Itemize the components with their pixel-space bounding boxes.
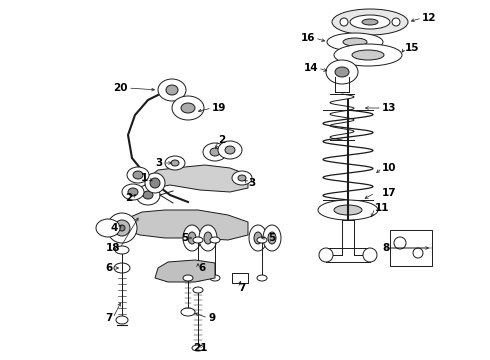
Circle shape [392, 18, 400, 26]
Text: 15: 15 [405, 43, 419, 53]
Ellipse shape [257, 237, 267, 243]
Ellipse shape [238, 175, 246, 181]
Ellipse shape [210, 148, 220, 156]
Ellipse shape [225, 146, 235, 154]
Circle shape [413, 248, 423, 258]
Text: 5: 5 [181, 233, 188, 243]
Text: 9: 9 [208, 313, 215, 323]
Ellipse shape [326, 60, 358, 84]
Ellipse shape [352, 50, 384, 60]
Text: 18: 18 [105, 243, 120, 253]
Circle shape [340, 18, 348, 26]
Ellipse shape [143, 191, 153, 199]
Circle shape [319, 248, 333, 262]
Ellipse shape [165, 156, 185, 170]
Text: 20: 20 [114, 83, 128, 93]
Ellipse shape [192, 345, 204, 351]
Ellipse shape [257, 275, 267, 281]
Ellipse shape [343, 38, 367, 46]
Ellipse shape [171, 160, 179, 166]
Ellipse shape [335, 67, 349, 77]
Ellipse shape [249, 225, 267, 251]
Circle shape [150, 178, 160, 188]
Text: 1: 1 [141, 173, 148, 183]
Text: 17: 17 [382, 188, 396, 198]
Ellipse shape [254, 232, 262, 244]
Ellipse shape [172, 96, 204, 120]
Text: 7: 7 [106, 313, 113, 323]
Circle shape [363, 248, 377, 262]
Ellipse shape [128, 188, 138, 196]
Text: 13: 13 [382, 103, 396, 113]
Ellipse shape [210, 237, 220, 243]
Text: 6: 6 [106, 263, 113, 273]
Ellipse shape [334, 44, 402, 66]
Ellipse shape [127, 167, 149, 183]
Ellipse shape [116, 316, 128, 324]
Ellipse shape [188, 232, 196, 244]
Ellipse shape [193, 287, 203, 293]
Text: 21: 21 [193, 343, 207, 353]
Polygon shape [125, 210, 248, 240]
Text: 16: 16 [300, 33, 315, 43]
Ellipse shape [199, 225, 217, 251]
Ellipse shape [210, 275, 220, 281]
Text: 3: 3 [156, 158, 163, 168]
Circle shape [107, 213, 137, 243]
Ellipse shape [183, 275, 193, 281]
Ellipse shape [96, 219, 120, 237]
Ellipse shape [334, 205, 362, 215]
Ellipse shape [193, 237, 203, 243]
Text: 14: 14 [303, 63, 318, 73]
Ellipse shape [203, 143, 227, 161]
Ellipse shape [181, 103, 195, 113]
Text: 2: 2 [218, 135, 225, 145]
Ellipse shape [181, 308, 195, 316]
Ellipse shape [204, 232, 212, 244]
Circle shape [145, 173, 165, 193]
Ellipse shape [183, 225, 201, 251]
Circle shape [394, 237, 406, 249]
Ellipse shape [166, 85, 178, 95]
Text: 11: 11 [375, 203, 390, 213]
Text: 8: 8 [382, 243, 389, 253]
Text: 10: 10 [382, 163, 396, 173]
Text: 12: 12 [422, 13, 437, 23]
Ellipse shape [115, 246, 129, 254]
Circle shape [119, 225, 125, 231]
Text: 4: 4 [111, 223, 118, 233]
Ellipse shape [158, 79, 186, 101]
Ellipse shape [114, 263, 130, 273]
Polygon shape [155, 260, 215, 282]
Ellipse shape [232, 171, 252, 185]
Ellipse shape [133, 171, 143, 179]
Text: 2: 2 [125, 193, 132, 203]
Ellipse shape [263, 225, 281, 251]
Ellipse shape [122, 184, 144, 200]
Text: 3: 3 [248, 178, 255, 188]
Text: 6: 6 [198, 263, 205, 273]
Text: 19: 19 [212, 103, 226, 113]
Ellipse shape [327, 33, 383, 51]
Text: 5: 5 [268, 233, 275, 243]
Ellipse shape [268, 232, 276, 244]
Ellipse shape [332, 9, 408, 35]
Polygon shape [145, 165, 248, 192]
Ellipse shape [193, 275, 203, 281]
Circle shape [114, 220, 130, 236]
Polygon shape [390, 230, 432, 266]
Ellipse shape [136, 185, 160, 205]
Text: 7: 7 [238, 283, 245, 293]
Ellipse shape [350, 15, 390, 29]
Ellipse shape [218, 141, 242, 159]
Ellipse shape [318, 200, 378, 220]
Ellipse shape [362, 19, 378, 25]
